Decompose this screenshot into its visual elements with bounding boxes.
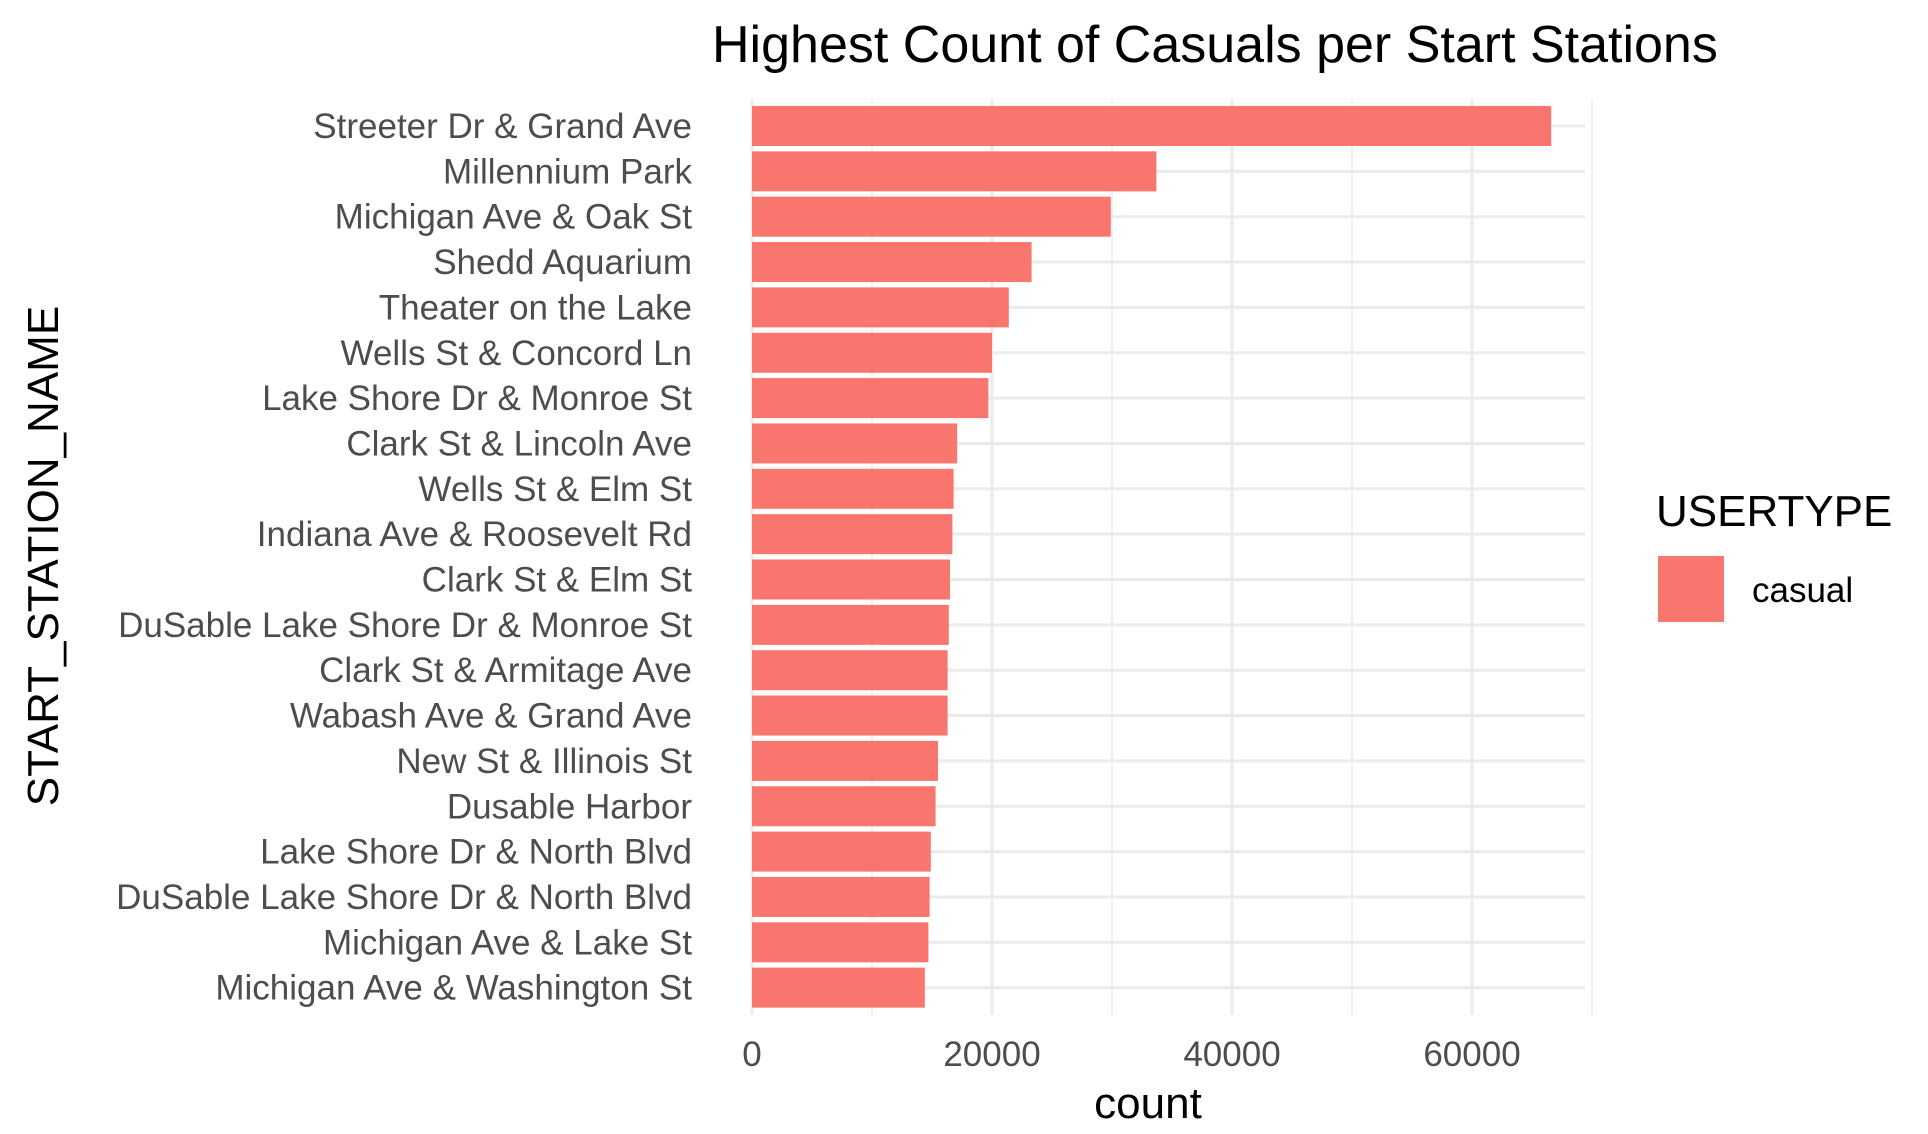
legend: USERTYPE casual xyxy=(1656,487,1892,622)
bar xyxy=(752,740,938,781)
x-tick-label: 0 xyxy=(742,1035,761,1074)
y-tick-label: Dusable Harbor xyxy=(447,787,692,826)
bar xyxy=(752,876,930,917)
y-tick-label: Lake Shore Dr & Monroe St xyxy=(262,379,692,418)
y-tick-label: Michigan Ave & Lake St xyxy=(323,923,692,962)
bar xyxy=(752,650,948,691)
x-tick-label: 60000 xyxy=(1423,1035,1520,1074)
bar xyxy=(752,922,929,963)
bar xyxy=(752,967,925,1008)
y-tick-label: Indiana Ave & Roosevelt Rd xyxy=(257,515,692,554)
bars xyxy=(752,106,1552,1008)
y-tick-label: Michigan Ave & Oak St xyxy=(335,198,693,237)
y-tick-label: Millennium Park xyxy=(443,152,692,191)
y-tick-label: Wells St & Elm St xyxy=(418,470,692,509)
y-tick-labels: Streeter Dr & Grand Ave Millennium Park Mi… xyxy=(116,107,692,1008)
x-axis-title: count xyxy=(1094,1079,1202,1128)
bar xyxy=(752,378,989,419)
y-tick-label: Clark St & Lincoln Ave xyxy=(346,424,692,463)
y-tick-label: DuSable Lake Shore Dr & North Blvd xyxy=(116,878,692,917)
bar xyxy=(752,332,992,373)
bar xyxy=(752,106,1552,146)
y-tick-label: DuSable Lake Shore Dr & Monroe St xyxy=(118,606,692,645)
bar xyxy=(752,604,949,645)
y-tick-label: Wabash Ave & Grand Ave xyxy=(290,697,692,736)
chart-title: Highest Count of Casuals per Start Stati… xyxy=(712,16,1718,74)
x-tick-label: 40000 xyxy=(1183,1035,1280,1074)
legend-label-casual: casual xyxy=(1752,571,1853,610)
bar xyxy=(752,559,950,600)
bar xyxy=(752,468,954,509)
y-tick-label: Theater on the Lake xyxy=(379,288,692,327)
x-tick-labels: 0 20000 40000 60000 xyxy=(742,1035,1520,1074)
y-tick-label: Streeter Dr & Grand Ave xyxy=(313,107,692,146)
y-tick-label: Michigan Ave & Washington St xyxy=(215,969,692,1008)
bar xyxy=(752,287,1009,328)
y-axis-title: START_STATION_NAME xyxy=(19,306,68,806)
bar xyxy=(752,151,1157,192)
y-tick-label: Clark St & Armitage Ave xyxy=(319,651,692,690)
legend-key-casual xyxy=(1658,556,1724,622)
y-tick-label: New St & Illinois St xyxy=(396,742,692,781)
bar xyxy=(752,695,948,736)
bar xyxy=(752,514,953,555)
bar xyxy=(752,786,936,827)
x-tick-label: 20000 xyxy=(943,1035,1040,1074)
bar xyxy=(752,831,931,872)
bar xyxy=(752,242,1032,283)
y-tick-label: Shedd Aquarium xyxy=(433,243,692,282)
bar xyxy=(752,196,1111,237)
y-tick-label: Lake Shore Dr & North Blvd xyxy=(260,833,692,872)
y-tick-label: Wells St & Concord Ln xyxy=(341,334,692,373)
legend-title: USERTYPE xyxy=(1656,487,1892,536)
bar xyxy=(752,423,958,464)
y-tick-label: Clark St & Elm St xyxy=(422,561,693,600)
